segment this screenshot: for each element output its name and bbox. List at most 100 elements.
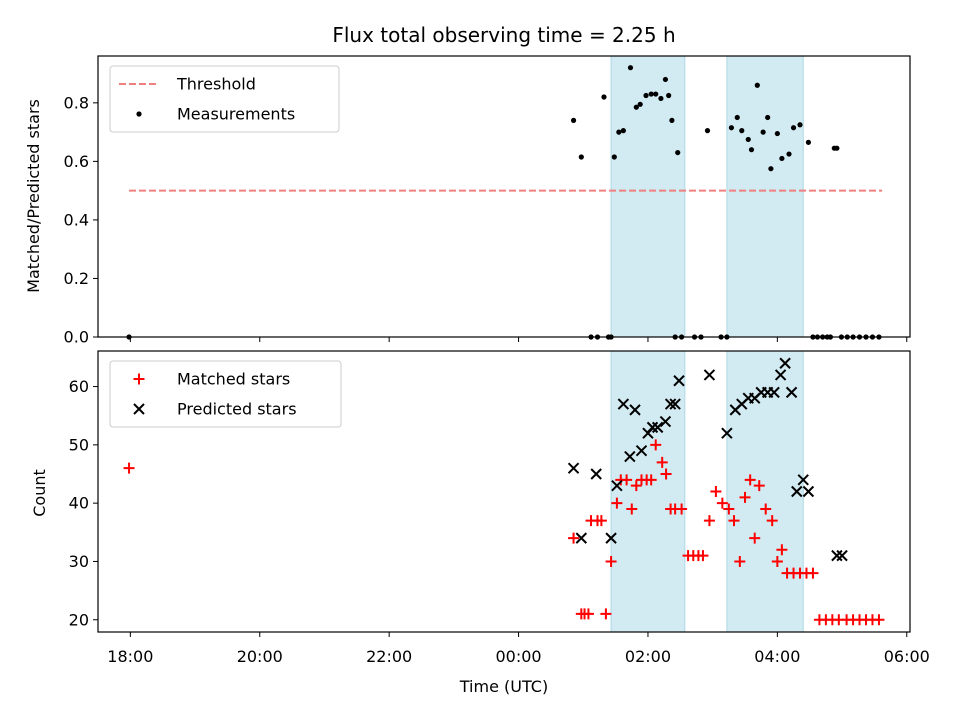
top-legend-box: [109, 65, 340, 133]
predicted-star-point-16: [703, 369, 716, 381]
measurement-point-38: [774, 130, 780, 137]
legend-matched-swatch: [133, 373, 145, 385]
bottom-legend-label-1: Predicted stars: [177, 400, 297, 419]
measurement-point-22: [675, 149, 681, 156]
x-tick-label-1: 20:00: [237, 647, 283, 666]
matched-star-point-9: [605, 555, 617, 567]
top-y-axis-label: Matched/Predicted stars: [24, 99, 43, 293]
top-panel: 0.0 0.2 0.4 0.6 0.8 Threshold Measurements: [64, 55, 911, 347]
bottom-y-tick-label-4: 60: [69, 377, 89, 396]
predicted-star-point-7: [629, 404, 641, 416]
measurement-point-16: [653, 91, 659, 97]
predicted-star-point-3: [605, 532, 617, 544]
top-y-tick-label-3: 0.6: [64, 152, 89, 171]
matched-star-point-56: [873, 614, 885, 626]
x-tick-label-0: 18:00: [107, 647, 153, 666]
measurement-point-5: [601, 94, 607, 100]
matched-star-point-0: [123, 462, 135, 474]
chart-title: Flux total observing time = 2.25 h: [332, 23, 675, 47]
bottom-observing-span-0: [610, 350, 686, 633]
top-observing-span-1: [726, 55, 804, 338]
predicted-star-point-17: [721, 427, 733, 439]
top-legend: Threshold Measurements: [109, 65, 340, 133]
matched-star-point-32: [728, 515, 740, 527]
matched-star-point-46: [807, 567, 819, 579]
measurement-point-30: [734, 114, 740, 121]
matched-star-point-4: [582, 608, 594, 620]
top-y-tick-label-1: 0.2: [64, 269, 89, 288]
matched-star-point-41: [776, 544, 788, 556]
x-tick-label-5: 04:00: [754, 647, 800, 666]
measurement-point-2: [578, 154, 584, 160]
matched-star-point-7: [595, 515, 607, 527]
predicted-star-point-32: [836, 549, 848, 562]
top-y-tick-label-4: 0.8: [64, 93, 89, 112]
measurement-point-20: [669, 117, 675, 123]
bottom-plot-frame: [97, 350, 911, 633]
measurement-point-13: [637, 101, 643, 107]
predicted-star-point-13: [664, 398, 677, 410]
matched-star-point-29: [710, 486, 722, 497]
x-axis-label: Time (UTC): [459, 677, 548, 696]
matched-star-point-33: [734, 555, 746, 567]
matched-star-point-37: [753, 480, 765, 492]
predicted-star-point-6: [624, 450, 636, 463]
x-tick-label-4: 02:00: [625, 647, 671, 666]
predicted-star-point-0: [567, 462, 580, 474]
matched-star-point-20: [660, 468, 672, 480]
measurement-point-33: [748, 147, 755, 153]
measurement-point-37: [768, 166, 774, 172]
measurement-point-17: [658, 95, 664, 102]
bottom-y-tick-label-0: 20: [69, 610, 89, 629]
matched-star-point-13: [626, 503, 638, 515]
predicted-star-point-26: [779, 357, 791, 369]
predicted-star-point-31: [831, 549, 843, 562]
matched-star-point-12: [621, 474, 633, 486]
predicted-star-point-12: [659, 415, 672, 428]
bottom-y-axis-label: Count: [30, 469, 49, 517]
measurement-point-32: [745, 136, 751, 143]
matched-star-point-38: [760, 503, 772, 515]
predicted-star-point-4: [611, 479, 623, 492]
measurement-point-9: [616, 129, 622, 135]
measurement-point-31: [739, 128, 745, 134]
predicted-star-point-5: [617, 398, 630, 410]
measurement-point-11: [627, 65, 634, 71]
matched-star-point-23: [676, 503, 688, 515]
predicted-star-point-27: [785, 386, 798, 399]
measurement-point-50: [834, 145, 840, 151]
x-tick-label-6: 06:00: [884, 647, 930, 666]
measurement-point-34: [754, 82, 760, 88]
predicted-star-point-28: [791, 485, 803, 498]
matched-star-point-18: [650, 439, 662, 451]
top-y-tick-label-0: 0.0: [64, 328, 89, 347]
predicted-star-point-30: [802, 485, 815, 498]
matched-star-point-28: [703, 515, 715, 527]
predicted-star-point-29: [797, 474, 809, 486]
matched-star-point-30: [716, 497, 728, 509]
measurement-point-35: [760, 129, 766, 135]
predicted-star-point-2: [590, 468, 602, 480]
top-plot-frame: [97, 55, 911, 338]
predicted-star-point-8: [635, 444, 648, 457]
top-observing-span-0: [610, 55, 686, 338]
x-tick-label-3: 00:00: [496, 647, 542, 666]
predicted-star-point-11: [651, 421, 664, 434]
top-y-tick-label-2: 0.4: [64, 210, 89, 229]
predicted-star-point-10: [646, 421, 659, 434]
matched-star-point-35: [744, 474, 756, 486]
matched-star-point-10: [611, 497, 623, 509]
measurement-point-15: [648, 91, 654, 97]
matched-star-point-27: [697, 550, 709, 562]
bottom-legend-box: [109, 360, 342, 428]
matched-star-point-34: [739, 491, 751, 503]
predicted-star-point-24: [768, 386, 780, 399]
measurement-point-19: [666, 92, 672, 99]
measurement-point-39: [779, 155, 785, 162]
predicted-star-point-14: [669, 398, 681, 410]
legend-measurement-swatch: [136, 111, 142, 117]
measurement-point-43: [805, 139, 812, 145]
matched-star-point-17: [645, 474, 657, 486]
measurement-point-42: [797, 122, 803, 128]
